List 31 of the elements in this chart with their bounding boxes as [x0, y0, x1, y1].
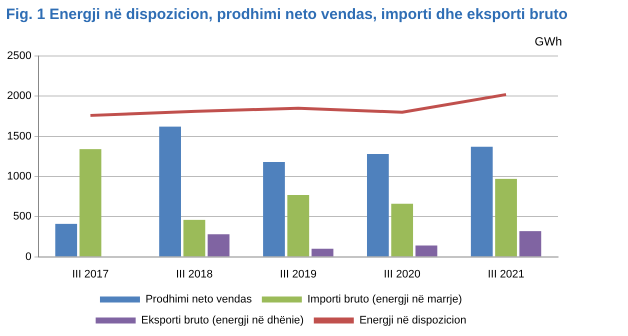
bar	[312, 248, 334, 256]
y-tick-label: 1500	[6, 130, 32, 142]
bar	[55, 224, 78, 256]
bar	[495, 178, 517, 256]
x-tick-label: III 2019	[280, 268, 317, 280]
bar	[415, 246, 438, 256]
y-tick-label: 2500	[6, 50, 32, 62]
x-tick-label: III 2020	[384, 268, 420, 280]
chart-title: Fig. 1 Energji në dispozicion, prodhimi neto vendas, importi dhe eksporti bruto	[5, 5, 569, 25]
bar	[263, 162, 285, 256]
legend-label: Energji në dispozicion	[359, 314, 466, 327]
y-axis-title: GWh	[534, 34, 562, 48]
legend-label: Eksporti bruto (energji në dhënie)	[141, 314, 304, 327]
bar	[183, 220, 206, 256]
bar	[287, 194, 310, 256]
x-tick-label: III 2021	[488, 268, 524, 280]
y-tick-label: 2000	[6, 90, 32, 102]
x-tick-label: III 2017	[72, 268, 109, 280]
legend-label: Prodhimi neto vendas	[145, 294, 252, 306]
legend-label: Importi bruto (energji në marrje)	[307, 294, 462, 306]
bar	[470, 146, 493, 256]
bar	[391, 204, 414, 256]
y-tick-label: 0	[25, 250, 32, 263]
bar	[159, 126, 181, 256]
x-tick-label: III 2018	[176, 268, 213, 280]
bar	[519, 231, 542, 256]
bar	[366, 154, 389, 256]
bar	[208, 234, 230, 256]
y-tick-label: 500	[13, 210, 32, 223]
y-tick-label: 1000	[6, 170, 32, 183]
bar	[80, 149, 102, 256]
